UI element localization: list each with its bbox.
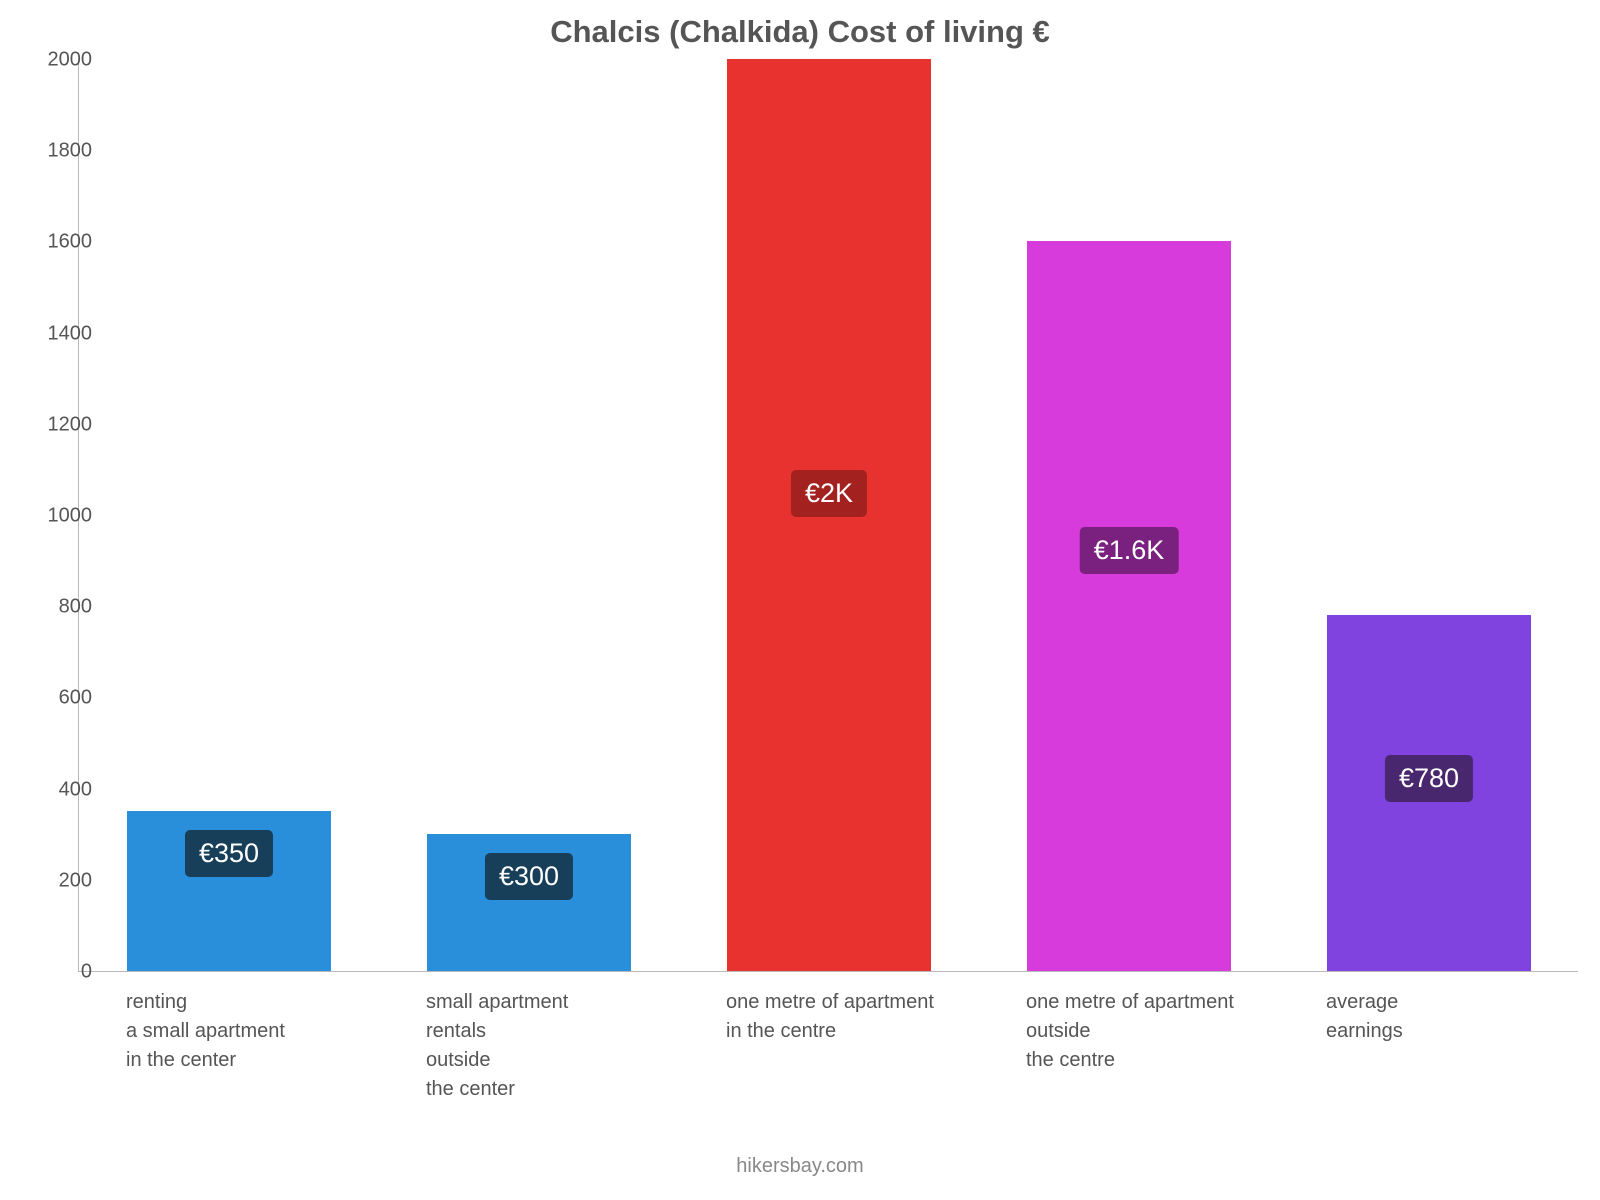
bar-value-label: €2K xyxy=(791,470,867,517)
cost-of-living-chart: Chalcis (Chalkida) Cost of living € €350… xyxy=(0,0,1600,1200)
plot-area: €350 €300 €2K €1.6K €780 xyxy=(78,60,1578,972)
x-tick-label: average earnings xyxy=(1326,988,1403,1046)
y-tick-label: 0 xyxy=(22,961,92,984)
y-tick-label: 800 xyxy=(22,596,92,619)
x-tick-label: renting a small apartment in the center xyxy=(126,988,285,1075)
y-tick-label: 1800 xyxy=(22,140,92,163)
chart-footer: hikersbay.com xyxy=(0,1155,1600,1178)
x-tick-label: small apartment rentals outside the cent… xyxy=(426,988,568,1104)
x-tick-label: one metre of apartment outside the centr… xyxy=(1026,988,1234,1075)
bar xyxy=(1027,241,1231,971)
x-tick-label: one metre of apartment in the centre xyxy=(726,988,934,1046)
y-tick-label: 1600 xyxy=(22,231,92,254)
bar-value-label: €1.6K xyxy=(1080,527,1179,574)
y-tick-label: 2000 xyxy=(22,49,92,72)
y-tick-label: 1000 xyxy=(22,505,92,528)
y-tick-label: 1400 xyxy=(22,322,92,345)
chart-title: Chalcis (Chalkida) Cost of living € xyxy=(0,14,1600,50)
bar-value-label: €350 xyxy=(185,830,273,877)
bar-value-label: €300 xyxy=(485,853,573,900)
y-tick-label: 200 xyxy=(22,869,92,892)
y-tick-label: 1200 xyxy=(22,413,92,436)
y-tick-label: 400 xyxy=(22,778,92,801)
y-tick-label: 600 xyxy=(22,687,92,710)
bar-value-label: €780 xyxy=(1385,755,1473,802)
